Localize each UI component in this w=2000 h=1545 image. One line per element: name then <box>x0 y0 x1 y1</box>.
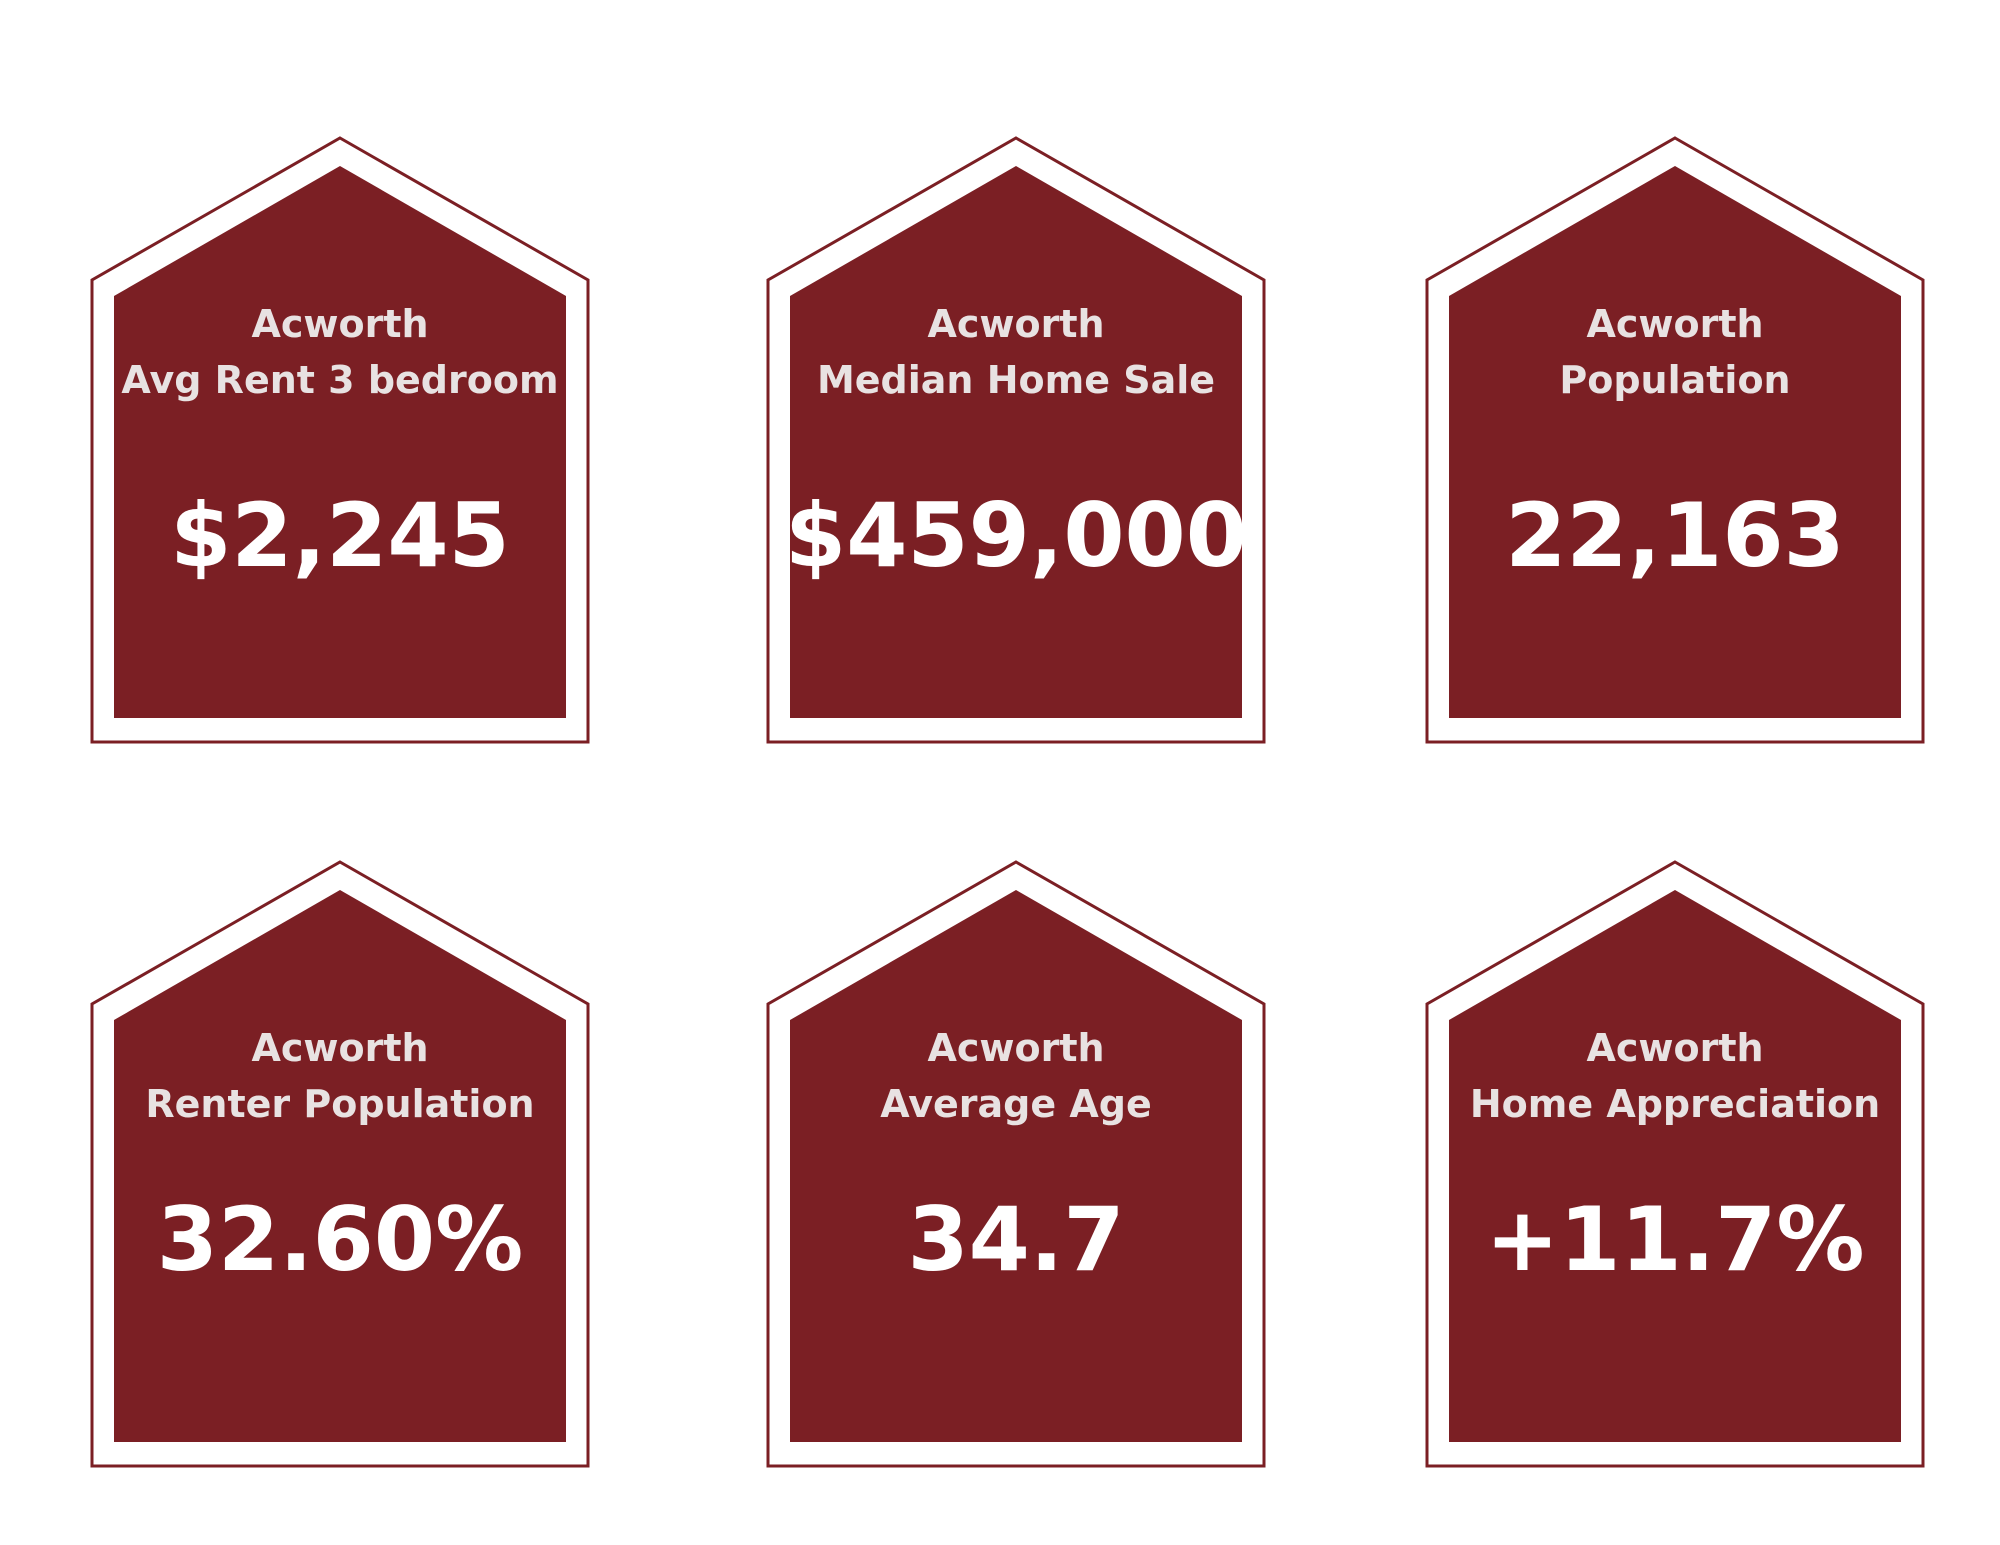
card-value: 34.7 <box>907 1188 1125 1291</box>
house-shape-icon <box>766 860 1266 1468</box>
stat-card-average-age: Acworth Average Age 34.7 <box>766 860 1266 1468</box>
card-metric-label: Population <box>1559 358 1791 402</box>
house-shape-icon <box>1425 860 1925 1468</box>
stat-card-median-home-sale: Acworth Median Home Sale $459,000 <box>766 136 1266 744</box>
card-metric-label: Average Age <box>880 1082 1152 1126</box>
house-shape-icon <box>1425 136 1925 744</box>
card-value: +11.7% <box>1485 1188 1865 1291</box>
card-city-label: Acworth <box>1586 302 1764 346</box>
card-value: 32.60% <box>156 1188 524 1291</box>
house-shape-icon <box>90 136 590 744</box>
card-city-label: Acworth <box>1586 1026 1764 1070</box>
card-city-label: Acworth <box>927 1026 1105 1070</box>
card-value: $2,245 <box>170 484 510 587</box>
house-shape-icon <box>90 860 590 1468</box>
card-city-label: Acworth <box>251 302 429 346</box>
card-metric-label: Home Appreciation <box>1469 1082 1881 1126</box>
card-city-label: Acworth <box>251 1026 429 1070</box>
card-metric-label: Renter Population <box>145 1082 535 1126</box>
card-value: $459,000 <box>784 484 1248 587</box>
card-metric-label: Median Home Sale <box>816 358 1216 402</box>
card-metric-label: Avg Rent 3 bedroom <box>121 358 559 402</box>
house-shape-icon <box>766 136 1266 744</box>
card-value: 22,163 <box>1505 484 1845 587</box>
stat-card-renter-population: Acworth Renter Population 32.60% <box>90 860 590 1468</box>
stat-card-avg-rent: Acworth Avg Rent 3 bedroom $2,245 <box>90 136 590 744</box>
stat-card-home-appreciation: Acworth Home Appreciation +11.7% <box>1425 860 1925 1468</box>
stat-card-population: Acworth Population 22,163 <box>1425 136 1925 744</box>
card-city-label: Acworth <box>927 302 1105 346</box>
